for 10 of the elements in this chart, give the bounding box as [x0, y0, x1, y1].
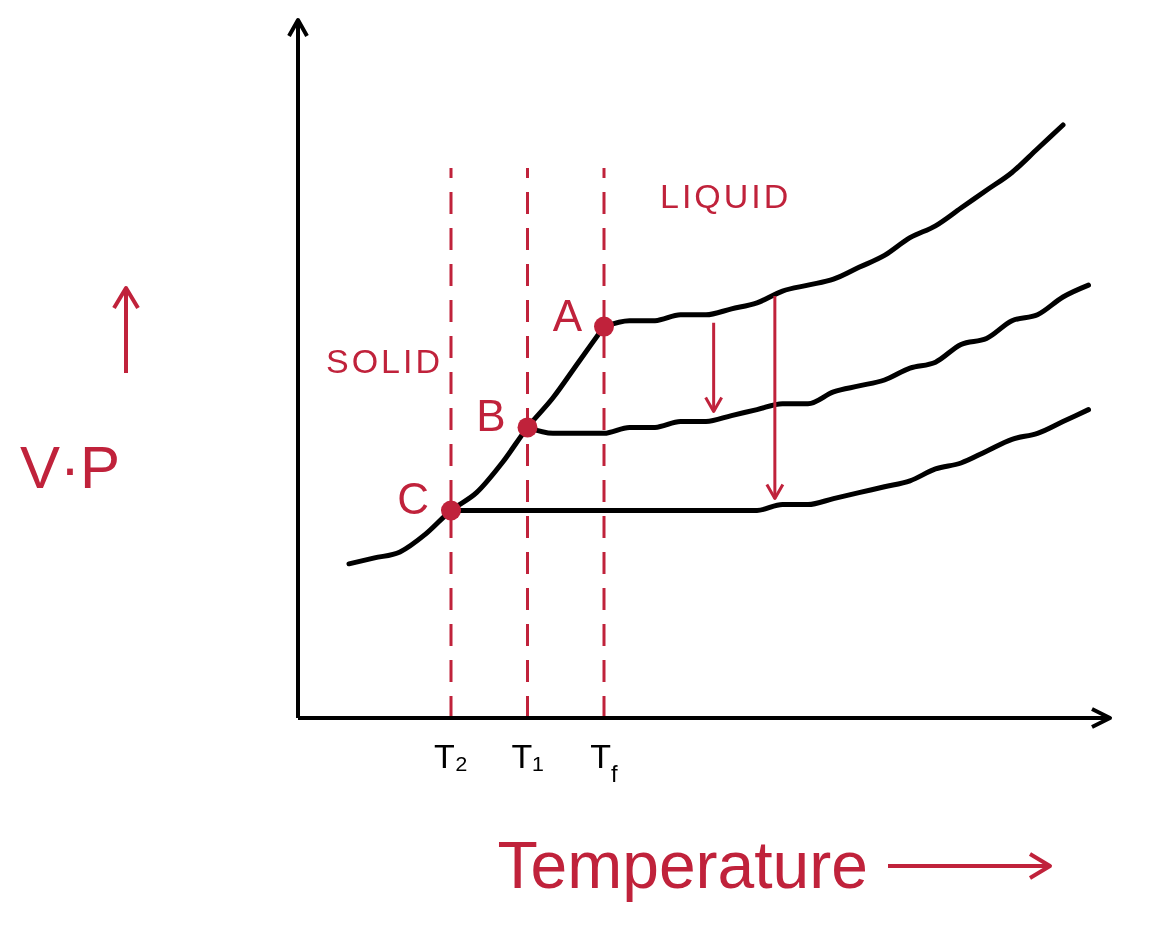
x-tick-label: T₂ — [434, 737, 468, 775]
x-tick-label: T₁ — [511, 737, 544, 775]
x-tick-label: T$_{f}$ — [590, 737, 619, 787]
annotation: LIQUID — [660, 177, 792, 215]
annotation: B — [476, 391, 506, 441]
x-axis-title: Temperature — [497, 828, 868, 902]
annotation: A — [552, 290, 583, 340]
annotation: SOLID — [326, 342, 444, 380]
y-axis-title: V·P — [20, 434, 121, 501]
annotation: C — [397, 474, 429, 524]
